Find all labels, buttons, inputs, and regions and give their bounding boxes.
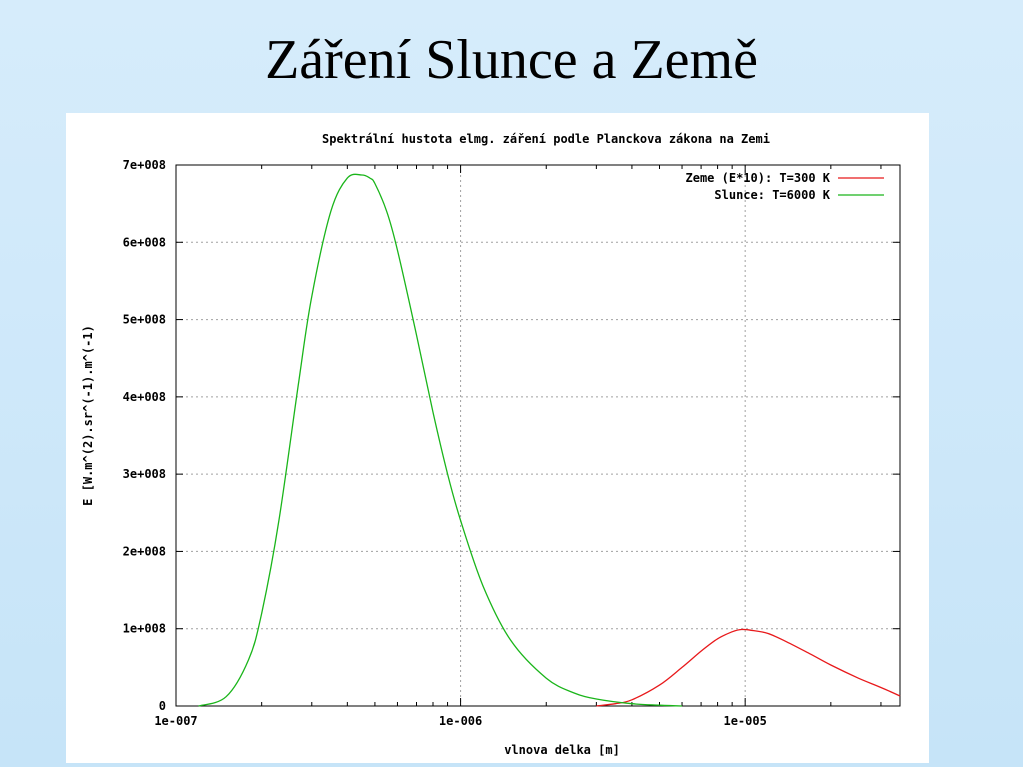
legend-label: Slunce: T=6000 K [714,188,830,202]
series-line-zeme [596,628,901,707]
y-tick-label: 2e+008 [123,544,166,558]
y-tick-label: 4e+008 [123,390,166,404]
y-tick-label: 7e+008 [123,158,166,172]
series-line-slunce [198,173,683,707]
x-axis-label: vlnova delka [m] [504,743,620,757]
plot-frame [175,164,901,707]
y-tick-label: 6e+008 [123,235,166,249]
slide-title: Záření Slunce a Země [265,29,758,91]
y-tick-label: 5e+008 [123,313,166,327]
legend-label: Zeme (E*10): T=300 K [686,171,831,185]
plot-panel: 0 1e+008 2e+008 3e+008 4e+008 5e+008 6e+008 7e+… [66,113,929,763]
x-tick-label: 1e-005 [723,714,766,728]
y-tick-label: 0 [159,699,166,713]
y-tick-label: 1e+008 [123,622,166,636]
chart-title: Spektrální hustota elmg. záření podle Pl… [322,132,770,146]
x-tick-label: 1e-006 [439,714,482,728]
y-tick-label: 3e+008 [123,467,166,481]
y-axis-label: E [W.m^(2).sr^(-1).m^(-1) [81,325,95,506]
chart: 0 1e+008 2e+008 3e+008 4e+008 5e+008 6e+008 7e+… [81,132,901,757]
x-tick-label: 1e-007 [154,714,197,728]
